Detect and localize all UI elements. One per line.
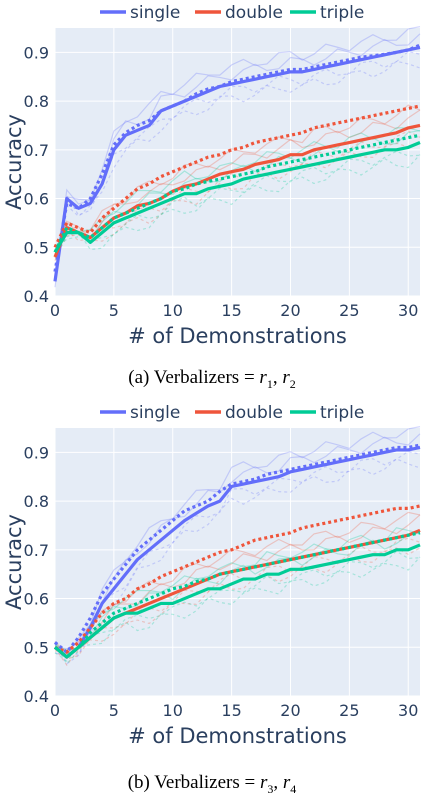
chart-b-ylabel: Accuracy — [2, 514, 26, 610]
chart-b-ytick-label: 0.9 — [24, 443, 49, 462]
chart-b-double-dotted-line — [54, 504, 421, 654]
chart-b-ytick-label: 0.5 — [24, 638, 49, 657]
chart-b-xlabel: # of Demonstrations — [128, 724, 347, 748]
chart-b-caption-r3: r — [259, 772, 268, 793]
chart-a-caption-sub2: 2 — [289, 376, 296, 391]
chart-a-single-dotted-line — [53, 43, 421, 272]
chart-b-legend-label-triple: triple — [320, 403, 364, 423]
chart-a-caption: (a) Verbalizers = r1, r2 — [128, 367, 296, 391]
chart-b-single-run-line — [54, 426, 421, 649]
chart-a-legend-label-single: single — [130, 3, 180, 23]
chart-a-xtick-label: 15 — [221, 301, 241, 320]
chart-b-xtick-label: 20 — [280, 701, 300, 720]
chart-a-xtick-label: 10 — [163, 301, 183, 320]
chart-b-triple-run-line — [54, 550, 421, 665]
chart-a-triple-run-line — [54, 150, 421, 250]
chart-b-plot: 0.4 0.5 0.6 0.7 0.8 0.9 0 5 10 15 20 25 30 # of Demon… — [2, 403, 421, 748]
chart-b-single-dotted-line — [53, 443, 421, 655]
chart-b-legend-label-single: single — [130, 403, 180, 423]
chart-b-double-run-line — [54, 537, 421, 660]
chart-a-legend-label-triple: triple — [320, 3, 364, 23]
chart-a-ytick-label: 0.9 — [24, 43, 49, 62]
chart-a-xtick-label: 25 — [339, 301, 359, 320]
chart-b-triple-run-line — [54, 556, 421, 662]
chart-a-single-run-line — [54, 50, 421, 279]
chart-a-single-run-line — [54, 60, 421, 278]
chart-a-caption-r1: r — [259, 367, 267, 388]
chart-a-ytick-label: 0.5 — [24, 238, 49, 257]
chart-b-caption-sub4: 4 — [290, 781, 297, 796]
chart-b-xtick-label: 30 — [398, 701, 418, 720]
chart-b-plot-area — [55, 428, 420, 696]
chart-a-caption-sub1: 1 — [266, 376, 273, 391]
chart-a-legend-label-double: double — [225, 3, 283, 23]
chart-a-triple-line — [53, 141, 421, 253]
chart-b-legend-label-double: double — [225, 403, 283, 423]
chart-b-double-run-line — [54, 514, 421, 652]
chart-a-caption-prefix: (a) Verbalizers = — [128, 367, 260, 388]
chart-a-xtick-label: 0 — [50, 301, 60, 320]
chart-b-caption: (b) Verbalizers = r3, r4 — [127, 772, 297, 796]
chart-b-single-line — [53, 445, 421, 659]
chart-b: 0.4 0.5 0.6 0.7 0.8 0.9 0 5 10 15 20 25 30 # of Demon… — [0, 400, 424, 800]
chart-b-double-run-line — [54, 511, 421, 653]
chart-b-xtick-label: 5 — [109, 701, 119, 720]
chart-a-double-run-line — [54, 104, 421, 253]
chart-a-triple-run-line — [54, 129, 421, 251]
chart-b-single-run-line — [54, 458, 421, 665]
chart-b-xtick-label: 10 — [163, 701, 183, 720]
chart-a-single-run-line — [54, 26, 421, 282]
chart-b-ytick-label: 0.8 — [24, 492, 49, 511]
chart-a-plot: 0.4 0.5 0.6 0.7 0.8 0.9 0 5 10 15 20 25 30 # of Demon… — [2, 3, 421, 348]
chart-a-xlabel: # of Demonstrations — [128, 324, 347, 348]
chart-a: 0.4 0.5 0.6 0.7 0.8 0.9 0 5 10 15 20 25 30 # of Demon… — [2, 3, 421, 348]
chart-b-xtick-label: 0 — [50, 701, 60, 720]
chart-b-triple-dotted-line — [53, 531, 421, 660]
chart-a-single-line — [53, 45, 421, 282]
chart-a-caption-r2: r — [282, 367, 290, 388]
chart-a-triple-dotted-line — [53, 133, 421, 253]
chart-b-xtick-label: 25 — [339, 701, 359, 720]
chart-b-caption-prefix: (b) Verbalizers = — [127, 772, 260, 793]
chart-a-ytick-label: 0.6 — [24, 190, 49, 209]
chart-b-single-run-line — [54, 433, 421, 656]
chart-b-xtick-label: 15 — [221, 701, 241, 720]
chart-a-xtick-label: 5 — [109, 301, 119, 320]
chart-b-caption-sub3: 3 — [267, 781, 274, 796]
chart-a-single-run-line — [54, 33, 421, 288]
chart-a-xtick-label: 30 — [398, 301, 418, 320]
chart-b-caption-r4: r — [282, 772, 291, 793]
chart-a-xtick-label: 20 — [280, 301, 300, 320]
chart-a-double-run-line — [54, 109, 421, 261]
chart-a-triple-run-line — [54, 154, 421, 258]
chart-a-triple-run-line — [54, 127, 421, 248]
chart-a-ylabel: Accuracy — [2, 114, 26, 210]
chart-b-ytick-label: 0.6 — [24, 590, 49, 609]
chart-b-triple-run-line — [54, 527, 421, 659]
chart-a-double-run-line — [54, 130, 421, 252]
chart-b-double-run-line — [54, 547, 421, 667]
chart-a-plot-area — [55, 28, 420, 296]
chart-a-ytick-label: 0.4 — [24, 287, 49, 306]
chart-b-ytick-label: 0.4 — [24, 687, 49, 706]
chart-b-triple-line — [53, 543, 421, 659]
chart-b-ytick-label: 0.7 — [24, 541, 49, 560]
chart-a-ytick-label: 0.8 — [24, 92, 49, 111]
chart-a-ytick-label: 0.7 — [24, 141, 49, 160]
